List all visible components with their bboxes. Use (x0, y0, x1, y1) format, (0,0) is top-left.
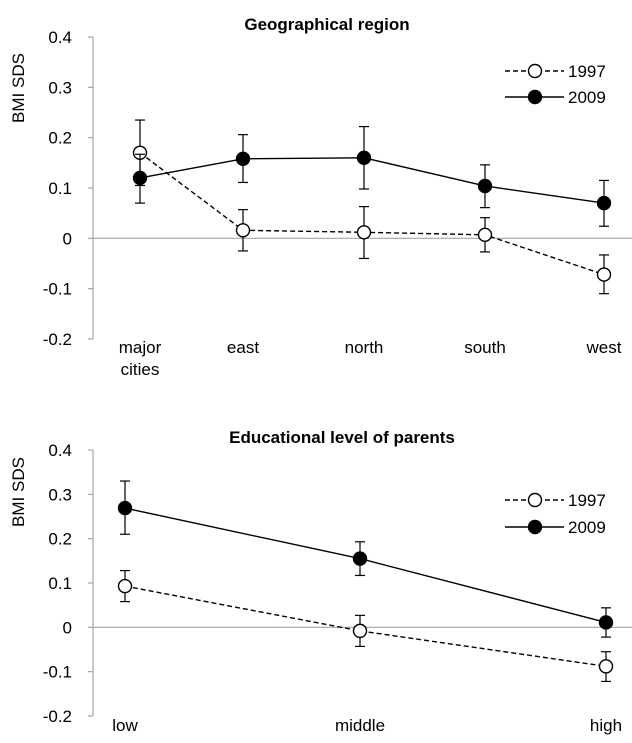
x-tick-label: south (464, 338, 506, 357)
data-point (132, 170, 148, 186)
legend-marker (527, 492, 543, 508)
series-2009 (132, 125, 612, 227)
legend: 1997 2009 (505, 491, 606, 537)
y-tick-label: 0.3 (48, 78, 72, 97)
chart-panel-2: Educational level of parents BMI SDS 0.4 0.… (9, 428, 632, 735)
x-tick-label-line: cities (121, 360, 160, 379)
x-tick-label: low (112, 716, 138, 735)
data-point (117, 500, 133, 516)
legend-label: 2009 (568, 88, 606, 107)
data-point (352, 623, 368, 639)
y-tick-label: 0.1 (48, 179, 72, 198)
x-tick-label-line: major (119, 338, 162, 357)
y-axis-label: BMI SDS (9, 457, 28, 527)
data-point (356, 150, 372, 166)
series-line (139, 152, 605, 276)
data-point (477, 227, 493, 243)
y-tick-label: -0.1 (43, 280, 72, 299)
x-tick-label-line: low (112, 716, 138, 735)
y-tick-label: 0.2 (48, 129, 72, 148)
x-tick-label: major cities (119, 338, 162, 379)
y-tick-label: 0.1 (48, 574, 72, 593)
y-tick-label: -0.2 (43, 707, 72, 726)
data-point (596, 267, 612, 282)
chart-title: Educational level of parents (229, 428, 455, 447)
data-point (598, 615, 614, 630)
data-point (352, 551, 368, 566)
legend: 1997 2009 (505, 62, 606, 107)
x-tick-label: north (345, 338, 384, 357)
y-tick-label: -0.1 (43, 663, 72, 682)
legend-label: 1997 (568, 62, 606, 81)
data-point (117, 578, 133, 594)
y-axis-label: BMI SDS (9, 53, 28, 123)
series-1997 (132, 119, 612, 295)
y-tick-label: 0 (63, 229, 72, 248)
data-point (356, 225, 372, 240)
series-2009 (117, 480, 614, 638)
y-tick-label: 0.3 (48, 485, 72, 504)
legend-marker (527, 89, 543, 105)
legend-label: 2009 (568, 518, 606, 537)
x-tick-label-line: south (464, 338, 506, 357)
chart-panel-1: Geographical region BMI SDS 0.4 0.3 0.2 0.1 0 -… (9, 15, 632, 379)
x-tick-label-line: north (345, 338, 384, 357)
x-tick-label: west (586, 338, 622, 357)
x-tick-label-line: west (586, 338, 622, 357)
y-tick-label: 0 (63, 618, 72, 637)
series-line (139, 157, 605, 204)
legend-marker (527, 519, 543, 535)
x-tick-label: east (227, 338, 259, 357)
series-line (124, 585, 607, 668)
series-1997 (117, 569, 614, 683)
y-tick-label: -0.2 (43, 330, 72, 349)
y-tick-label: 0.2 (48, 530, 72, 549)
data-point (598, 659, 614, 674)
x-tick-label-line: high (590, 716, 622, 735)
x-tick-label-line: middle (335, 716, 385, 735)
data-point (235, 223, 251, 238)
x-tick-label: middle (335, 716, 385, 735)
x-tick-label-line: east (227, 338, 259, 357)
chart-title: Geographical region (244, 15, 409, 34)
legend-label: 1997 (568, 491, 606, 510)
y-tick-label: 0.4 (48, 441, 72, 460)
data-point (477, 178, 493, 194)
y-tick-label: 0.4 (48, 28, 72, 47)
data-point (235, 151, 251, 167)
x-tick-label: high (590, 716, 622, 735)
data-point (596, 195, 612, 211)
legend-marker (527, 63, 543, 79)
